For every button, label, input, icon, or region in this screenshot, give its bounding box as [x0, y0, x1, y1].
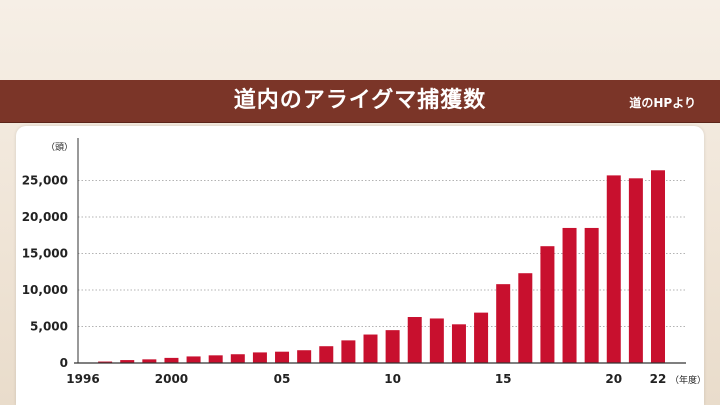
bar-1997 [98, 361, 113, 363]
bar-2020 [606, 175, 621, 363]
bar-2014 [474, 312, 489, 363]
bar-2010 [385, 330, 400, 363]
y-tick-label: 5,000 [30, 320, 68, 334]
x-tick-label: 20 [605, 372, 622, 386]
bar-2018 [562, 227, 577, 363]
bar-2015 [496, 284, 511, 363]
chart-title: 道内のアライグマ捕獲数 [233, 88, 487, 113]
x-tick-label: 10 [384, 372, 401, 386]
bar-1998 [120, 360, 135, 363]
bar-2004 [252, 352, 267, 363]
bar-2017 [540, 246, 555, 363]
x-tick-label: 2000 [155, 372, 188, 386]
y-tick-label: 25,000 [22, 174, 68, 188]
y-tick-label: 0 [60, 356, 68, 370]
bar-2003 [230, 354, 245, 363]
bar-1999 [142, 359, 157, 363]
y-tick-label: 20,000 [22, 210, 68, 224]
bar-2002 [208, 355, 223, 363]
bar-2007 [319, 346, 334, 363]
bar-2006 [297, 350, 312, 363]
bar-2016 [518, 273, 533, 363]
bar-2001 [186, 356, 201, 363]
bar-2005 [275, 351, 290, 363]
x-tick-label: 05 [274, 372, 291, 386]
bar-2011 [407, 317, 422, 363]
bar-2019 [584, 227, 599, 363]
bar-2000 [164, 357, 179, 363]
x-tick-label: 22 [650, 372, 667, 386]
bar-2021 [628, 178, 643, 363]
title-banner: 道内のアライグマ捕獲数 道のHPより [0, 80, 720, 122]
bar-2022 [651, 170, 665, 363]
x-axis-unit: （年度） [670, 374, 704, 386]
bar-2013 [451, 324, 466, 363]
x-tick-label: 1996 [66, 372, 99, 386]
y-tick-label: 15,000 [22, 247, 68, 261]
bar-2008 [341, 340, 356, 363]
bar-2012 [429, 318, 444, 363]
x-tick-label: 15 [495, 372, 512, 386]
y-tick-label: 10,000 [22, 283, 68, 297]
source-note: 道のHPより [629, 96, 696, 110]
chart-panel: 0 5,000 10,000 15,000 20,000 25,000 （頭） 1996 200… [16, 126, 704, 405]
bar-2009 [363, 334, 378, 363]
y-axis-unit: （頭） [46, 142, 73, 153]
